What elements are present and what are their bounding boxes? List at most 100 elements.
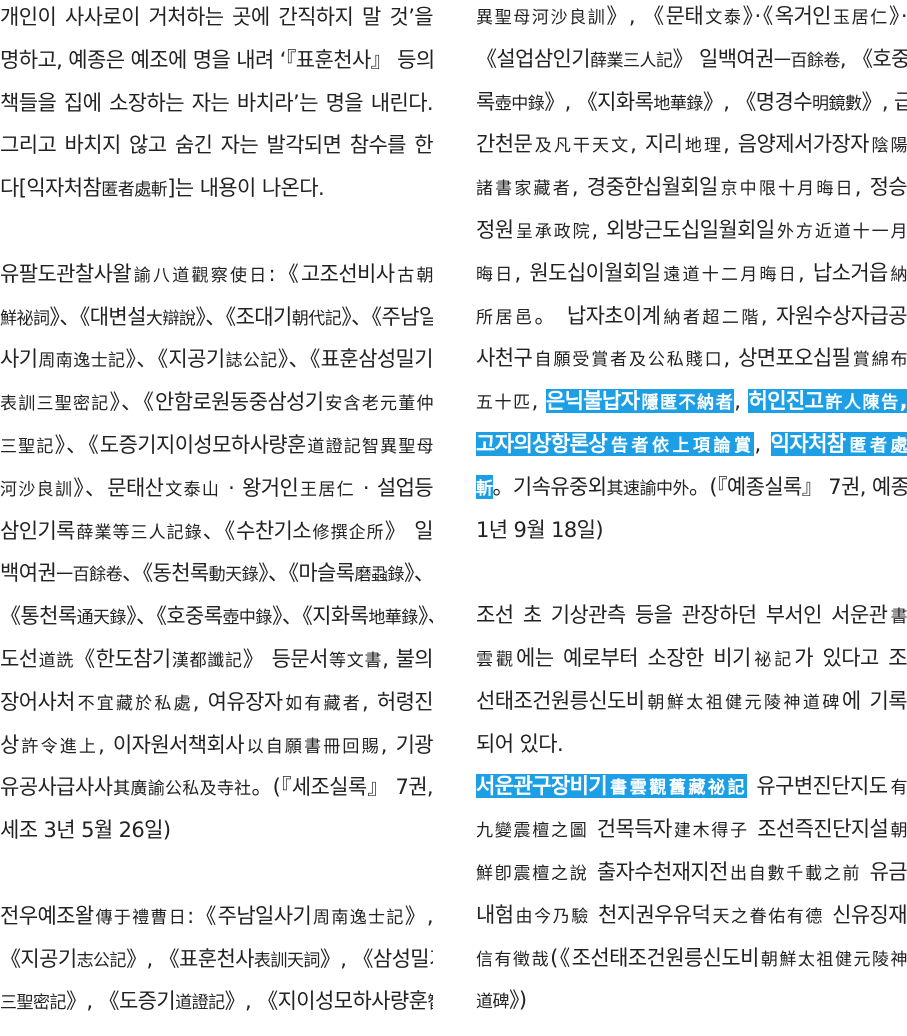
text-segment: 유팔도관찰사왈諭八道觀察使日:《고조선비사古朝 xyxy=(0,261,433,286)
text-line: 河沙良訓》、문태산文泰山 · 왕거인王居仁 · 설업등 xyxy=(0,467,433,510)
text-line: 斬。기속유중외其速諭中外。(『예종실록』 7권, 예종 xyxy=(476,466,907,509)
text-segment: 《설업삼인기薛業三人記》 일백여권一百餘卷, 《호중 xyxy=(476,46,907,71)
text-line: 간천문及凡干天文, 지리地理, 음양제서가장자陰陽 xyxy=(476,123,907,166)
text-segment: 삼인기록薛業等三人記錄、《수찬기소修撰企所》 일 xyxy=(0,518,433,543)
text-line: 晦日, 원도십이월회일遠道十二月晦日, 납소거읍納 xyxy=(476,252,907,295)
text-line: 선태조건원릉신도비朝鮮太祖健元陵神道碑에 기록 xyxy=(476,680,907,723)
text-line: 상許令進上, 이자원서책회사以自願書冊回賜, 기광 xyxy=(0,724,433,767)
text-segment: 장어사처不宜藏於私處, 여유장자如有藏者, 허령진 xyxy=(0,689,433,714)
text-line: 삼인기록薛業等三人記錄、《수찬기소修撰企所》 일 xyxy=(0,510,433,553)
text-line: 개인이 사사로이 거처하는 곳에 간직하지 말 것’을 xyxy=(0,0,433,39)
text-line: 책들을 집에 소장하는 자는 바치라’는 명을 내린다. xyxy=(0,82,433,125)
text-line: 《설업삼인기薛業三人記》 일백여권一百餘卷, 《호중 xyxy=(476,38,907,81)
highlighted-text: 서운관구장비기書雲觀舊藏祕記 xyxy=(476,774,748,799)
text-segment: , xyxy=(734,389,749,414)
text-segment: 사기周南逸士記》、《지공기誌公記》、《표훈삼성밀기 xyxy=(0,347,433,372)
text-line: 九變震檀之圖 건목득자建木得子 조선즉진단지설朝 xyxy=(476,808,907,851)
text-line: 장어사처不宜藏於私處, 여유장자如有藏者, 허령진 xyxy=(0,681,433,724)
text-segment: 유공사급사사其廣諭公私及寺社。(『세조실록』 7권, xyxy=(0,775,433,800)
text-segment: 所居邑。 납자초이계納者超二階, 자원수상자급공 xyxy=(476,303,907,328)
text-segment: 상許令進上, 이자원서책회사以自願書冊回賜, 기광 xyxy=(0,732,433,757)
text-segment: 鮮祕詞》、《대변설大辯說》、《조대기朝代記》、《주남일 xyxy=(0,304,433,329)
text-line: 鮮卽震檀之說 출자수천재지전出自數千載之前 유금 xyxy=(476,851,907,894)
text-segment: 다[익자처참匿者處斬]는 내용이 나온다. xyxy=(0,176,325,201)
text-line: 도선道詵《한도참기漢都讖記》 등문서等文書, 불의 xyxy=(0,638,433,681)
text-line: 雲觀에는 예로부터 소장한 비기祕記가 있다고 조 xyxy=(476,637,907,680)
text-line: 서운관구장비기書雲觀舊藏祕記 유구변진단지도有 xyxy=(476,765,907,808)
blank-line xyxy=(0,852,433,895)
text-line: 유공사급사사其廣諭公私及寺社。(『세조실록』 7권, xyxy=(0,766,433,809)
text-segment: 河沙良訓》、문태산文泰山 · 왕거인王居仁 · 설업등 xyxy=(0,475,433,500)
text-segment: 諸書家藏者, 경중한십월회일京中限十月晦日, 정승 xyxy=(476,175,907,200)
text-segment: 선태조건원릉신도비朝鮮太祖健元陵神道碑에 기록 xyxy=(476,688,907,713)
text-line: 세조 3년 5월 26일) xyxy=(0,809,433,852)
text-segment: 백여권一百餘卷、《동천록動天錄》、《마슬록磨蝨錄》、 xyxy=(0,561,433,586)
highlighted-text: 허인진고許人陳告, xyxy=(748,389,907,414)
text-segment: 간천문及凡干天文, 지리地理, 음양제서가장자陰陽 xyxy=(476,132,907,157)
text-segment: , xyxy=(754,431,771,456)
text-segment: 五十匹, xyxy=(476,389,546,414)
text-line: 사기周南逸士記》、《지공기誌公記》、《표훈삼성밀기 xyxy=(0,338,433,381)
highlighted-text: 익자처참匿者處 xyxy=(770,431,907,456)
text-segment: 三聖密記》, 《도증기道證記》, 《지이성모하사량훈智 xyxy=(0,989,433,1014)
text-line: 信有徵哉(《조선태조건원릉신도비朝鮮太祖健元陵神 xyxy=(476,937,907,980)
text-segment: 《통천록通天錄》、《호중록壺中錄》、《지화록地華錄》、 xyxy=(0,604,433,629)
text-line: 정원呈承政院, 외방근도십일월회일外方近道十一月 xyxy=(476,209,907,252)
text-line: 《통천록通天錄》、《호중록壺中錄》、《지화록地華錄》、 xyxy=(0,595,433,638)
text-segment: 表訓三聖密記》、《안함로원동중삼성기安含老元董仲 xyxy=(0,390,433,415)
highlighted-text: 斬 xyxy=(476,474,493,499)
text-line: 三聖密記》, 《도증기道證記》, 《지이성모하사량훈智 xyxy=(0,980,433,1023)
text-line: 그리고 바치지 않고 숨긴 자는 발각되면 참수를 한 xyxy=(0,124,433,167)
text-segment: 록壺中錄》, 《지화록地華錄》, 《명경수明鏡數》, 급범 xyxy=(476,89,907,114)
text-segment: 사천구自願受賞者及公私賤口, 상면포오십필賞綿布 xyxy=(476,346,907,371)
text-segment: 개인이 사사로이 거처하는 곳에 간직하지 말 것’을 xyxy=(0,5,433,29)
text-line: 록壺中錄》, 《지화록地華錄》, 《명경수明鏡數》, 급범 xyxy=(476,81,907,124)
blank-line xyxy=(476,551,907,594)
text-segment: 되어 있다. xyxy=(476,731,564,756)
text-segment: 三聖記》、《도증기지이성모하사량훈道證記智異聖母 xyxy=(0,432,433,457)
text-segment: 명하고, 예종은 예조에 명을 내려 ‘『표훈천사』 등의 xyxy=(0,47,433,72)
text-segment: 책들을 집에 소장하는 자는 바치라’는 명을 내린다. xyxy=(0,90,433,115)
text-segment: 雲觀에는 예로부터 소장한 비기祕記가 있다고 조 xyxy=(476,645,907,670)
text-line: 되어 있다. xyxy=(476,723,907,766)
text-line: 명하고, 예종은 예조에 명을 내려 ‘『표훈천사』 등의 xyxy=(0,39,433,82)
text-line: 전우예조왈傳于禮曹日:《주남일사기周南逸士記》, xyxy=(0,895,433,938)
text-segment: 鮮卽震檀之說 출자수천재지전出自數千載之前 유금 xyxy=(476,859,907,884)
text-line: 유팔도관찰사왈諭八道觀察使日:《고조선비사古朝 xyxy=(0,253,433,296)
highlighted-text: 고자의상항론상告者依上項論賞 xyxy=(476,431,755,456)
text-line: 三聖記》、《도증기지이성모하사량훈道證記智異聖母 xyxy=(0,424,433,467)
text-line: 異聖母河沙良訓》, 《문태文泰》·《옥거인玉居仁》· xyxy=(476,0,907,38)
text-segment: 信有徵哉(《조선태조건원릉신도비朝鮮太祖健元陵神 xyxy=(476,945,907,970)
text-segment: 조선 초 기상관측 등을 관장하던 부서인 서운관書 xyxy=(476,603,907,628)
text-segment: 道碑》) xyxy=(476,988,527,1013)
text-line: 所居邑。 납자초이계納者超二階, 자원수상자급공 xyxy=(476,295,907,338)
text-line: 諸書家藏者, 경중한십월회일京中限十月晦日, 정승 xyxy=(476,166,907,209)
text-segment: 세조 3년 5월 26일) xyxy=(0,818,171,843)
text-segment: 《지공기志公記》, 《표훈천사表訓天詞》, 《삼성밀기 xyxy=(0,946,433,971)
text-line: 道碑》) xyxy=(476,979,907,1022)
text-segment: 내험由今乃驗 천지권우유덕天之眷佑有德 신유징재 xyxy=(476,902,907,927)
text-segment: 정원呈承政院, 외방근도십일월회일外方近道十一月 xyxy=(476,217,907,242)
text-segment: 異聖母河沙良訓》, 《문태文泰》·《옥거인玉居仁》· xyxy=(476,4,907,28)
highlighted-text: 은닉불납자隱匿不納者 xyxy=(545,389,735,414)
text-line: 五十匹, 은닉불납자隱匿不納者, 허인진고許人陳告, xyxy=(476,380,907,423)
text-line: 백여권一百餘卷、《동천록動天錄》、《마슬록磨蝨錄》、 xyxy=(0,552,433,595)
text-segment: 。기속유중외其速諭中外。(『예종실록』 7권, 예종 xyxy=(492,474,907,499)
text-line: 다[익자처참匿者處斬]는 내용이 나온다. xyxy=(0,167,433,210)
text-line: 1년 9월 18일) xyxy=(476,509,907,552)
text-segment: 유구변진단지도有 xyxy=(747,774,907,799)
text-segment: 九變震檀之圖 건목득자建木得子 조선즉진단지설朝 xyxy=(476,817,907,842)
text-line: 사천구自願受賞者及公私賤口, 상면포오십필賞綿布 xyxy=(476,337,907,380)
text-line: 고자의상항론상告者依上項論賞, 익자처참匿者處 xyxy=(476,423,907,466)
text-line: 《지공기志公記》, 《표훈천사表訓天詞》, 《삼성밀기 xyxy=(0,938,433,981)
blank-line xyxy=(0,210,433,253)
text-segment: 전우예조왈傳于禮曹日:《주남일사기周南逸士記》, xyxy=(0,903,433,928)
text-segment: 晦日, 원도십이월회일遠道十二月晦日, 납소거읍納 xyxy=(476,260,907,285)
text-segment: 그리고 바치지 않고 숨긴 자는 발각되면 참수를 한 xyxy=(0,133,433,158)
text-line: 조선 초 기상관측 등을 관장하던 부서인 서운관書 xyxy=(476,594,907,637)
text-line: 表訓三聖密記》、《안함로원동중삼성기安含老元董仲 xyxy=(0,381,433,424)
text-line: 鮮祕詞》、《대변설大辯說》、《조대기朝代記》、《주남일 xyxy=(0,296,433,339)
text-segment: 1년 9월 18일) xyxy=(476,517,604,542)
text-line: 내험由今乃驗 천지권우유덕天之眷佑有德 신유징재 xyxy=(476,894,907,937)
